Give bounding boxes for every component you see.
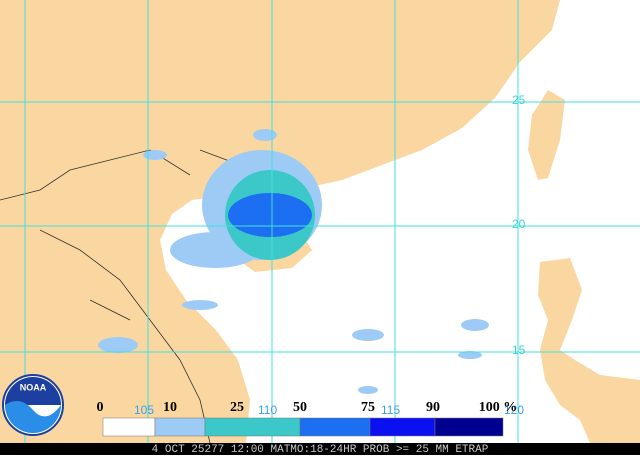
legend: 0 10 25 50 75 90 100 % — [97, 400, 518, 437]
legend-label: 10 — [163, 400, 177, 415]
legend-swatch — [299, 417, 371, 437]
legend-label: 0 — [97, 400, 104, 415]
lon-label: 105 — [134, 403, 154, 417]
legend-label: 25 — [230, 400, 244, 415]
mainland — [0, 0, 560, 443]
noaa-logo: NOAA — [2, 374, 64, 436]
philippines — [538, 258, 640, 443]
lat-label: 15 — [512, 343, 526, 357]
legend-label: 100 % — [479, 400, 518, 415]
graticule — [0, 0, 640, 443]
legend-swatch — [434, 417, 504, 437]
taiwan — [528, 90, 565, 180]
legend-swatch — [154, 417, 206, 437]
lon-label: 120 — [504, 403, 524, 417]
caption: 4 OCT 25277 12:00 MATMO:18-24HR PROB >= … — [152, 444, 489, 455]
legend-swatch — [204, 417, 301, 437]
lat-label: 25 — [512, 93, 526, 107]
lon-label: 110 — [258, 403, 277, 417]
legend-swatch — [102, 417, 156, 437]
probability-areas — [98, 129, 489, 394]
legend-label: 90 — [426, 400, 440, 415]
caption-bar — [0, 443, 640, 455]
legend-swatch — [369, 417, 436, 437]
lat-label: 20 — [512, 217, 526, 231]
legend-label: 75 — [361, 400, 375, 415]
legend-label: 50 — [293, 400, 307, 415]
country-border — [0, 149, 241, 444]
logo-text: NOAA — [20, 382, 47, 392]
lon-label: 115 — [381, 403, 400, 417]
